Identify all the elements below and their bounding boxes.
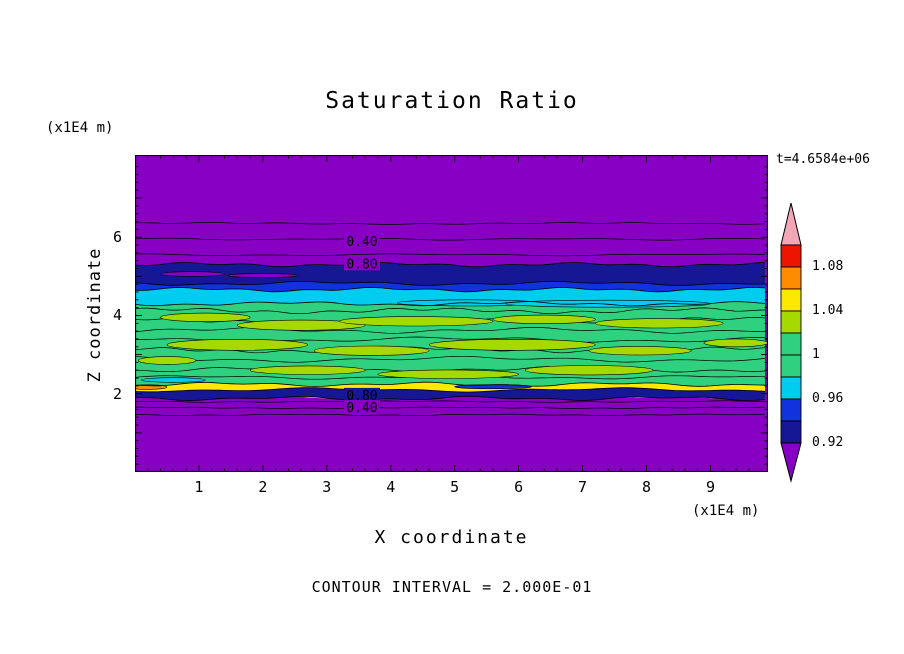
z-tick-label: 4 [112, 306, 122, 325]
z-axis-unit: (x1E4 m) [46, 120, 114, 136]
x-axis-unit: (x1E4 m) [692, 503, 760, 519]
x-tick-label: 8 [641, 478, 652, 496]
x-axis-label: X coordinate [374, 527, 529, 548]
colorbar-label: 1 [812, 347, 820, 362]
x-tick-label: 7 [578, 478, 588, 496]
timestamp-label: t=4.6584e+06 [776, 152, 870, 167]
colorbar-label: 0.96 [812, 391, 844, 406]
z-tick-label: 6 [112, 228, 122, 247]
z-tick-label: 2 [112, 384, 122, 403]
colorbar-label: 0.92 [812, 435, 844, 450]
x-tick-label: 4 [386, 478, 396, 496]
chart-title: Saturation Ratio [325, 88, 579, 114]
svg-text:0.40: 0.40 [346, 401, 377, 416]
colorbar-label: 1.08 [812, 259, 844, 274]
contour-interval-note: CONTOUR INTERVAL = 2.000E-01 [311, 578, 593, 596]
svg-text:0.80: 0.80 [346, 257, 377, 272]
svg-text:0.40: 0.40 [346, 235, 377, 250]
x-tick-label: 9 [705, 478, 715, 496]
x-tick-label: 5 [450, 478, 460, 496]
x-tick-label: 1 [194, 478, 204, 496]
contour-plot: 0.40 0.80 0.80 0.40 [128, 154, 769, 473]
colorbar-label: 1.04 [812, 303, 844, 318]
x-tick-label: 6 [514, 478, 524, 496]
x-tick-label: 2 [258, 478, 268, 496]
colorbar [779, 201, 803, 489]
x-tick-label: 3 [322, 478, 332, 496]
